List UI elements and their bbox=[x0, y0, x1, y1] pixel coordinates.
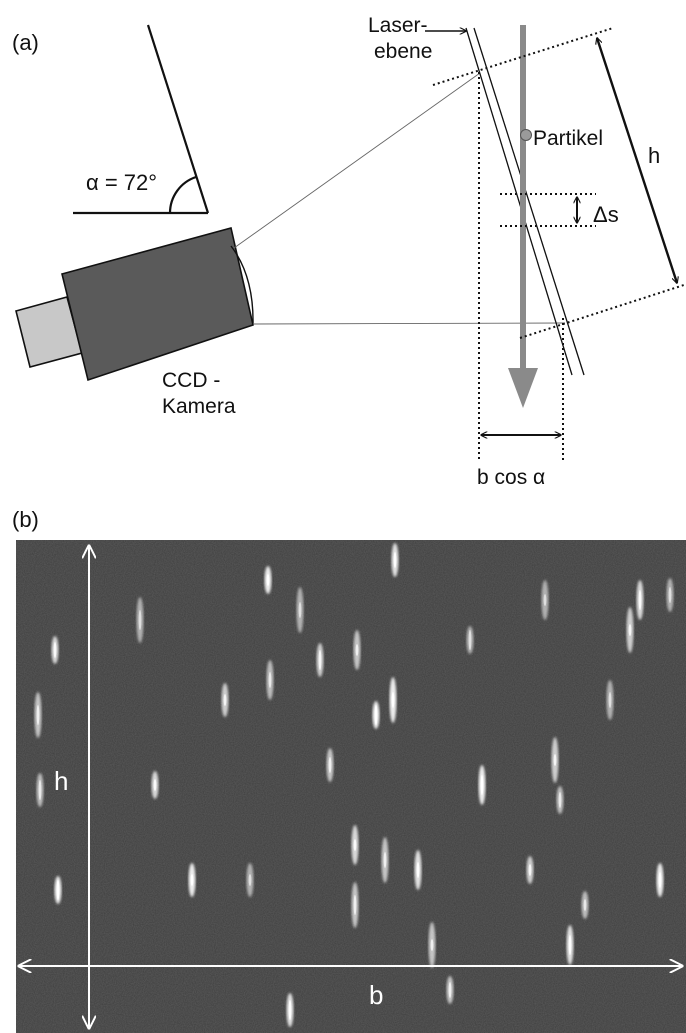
panel-a: (a) α = 72° CCD - Kamera Laser- ebene bbox=[12, 14, 685, 489]
particle-streak-core bbox=[668, 587, 672, 603]
particle-streak-core bbox=[138, 610, 142, 630]
particle-streak-core bbox=[318, 650, 322, 670]
camera-label-line2: Kamera bbox=[162, 395, 236, 418]
camera-lens bbox=[230, 245, 254, 326]
particle-streak-core bbox=[355, 644, 359, 656]
particle-streak-core bbox=[298, 602, 302, 618]
laser-label-line1: Laser- bbox=[368, 14, 428, 37]
laser-plane: Laser- ebene bbox=[368, 14, 585, 376]
particle-streak-core bbox=[383, 852, 387, 868]
particle-streak-core bbox=[56, 880, 60, 900]
particle-dot bbox=[520, 129, 532, 141]
particle-streak-core bbox=[528, 864, 532, 876]
particle-streak-core bbox=[480, 775, 484, 795]
particle-streak-core bbox=[543, 594, 547, 606]
sight-line-top bbox=[233, 72, 481, 249]
particle-streak-core bbox=[353, 839, 357, 851]
particle-streak-core bbox=[583, 899, 587, 911]
height-label: h bbox=[648, 143, 660, 168]
particle-photo: h b bbox=[16, 540, 686, 1033]
photo-height-label: h bbox=[54, 766, 68, 796]
height-arrow bbox=[597, 38, 677, 283]
particle-streak-core bbox=[558, 792, 562, 808]
camera-label-line1: CCD - bbox=[162, 369, 220, 392]
particle-streak-core bbox=[416, 862, 420, 878]
particle-streak-core bbox=[448, 982, 452, 998]
particle-streak-core bbox=[36, 705, 40, 725]
particle-streak-core bbox=[190, 874, 194, 886]
particle-streak-core bbox=[328, 757, 332, 773]
particle-label: Partikel bbox=[533, 127, 603, 150]
particle-streak-core bbox=[393, 552, 397, 568]
panel-b: (b) h b bbox=[12, 507, 686, 1033]
particle-streak-core bbox=[391, 692, 395, 708]
particle-streak-core bbox=[608, 692, 612, 708]
particle-streak-core bbox=[153, 779, 157, 791]
panel-a-label: (a) bbox=[12, 30, 39, 55]
ccd-camera: CCD - Kamera bbox=[15, 227, 254, 418]
sight-line-bottom bbox=[252, 322, 566, 325]
photo-width-label: b bbox=[369, 980, 383, 1010]
particle-streak-core bbox=[638, 590, 642, 610]
particle-streak-core bbox=[468, 630, 472, 650]
particle-streak-core bbox=[353, 895, 357, 915]
flow-arrow bbox=[508, 25, 538, 408]
camera-body bbox=[61, 227, 254, 382]
particle-streaks bbox=[34, 543, 674, 1027]
particle-streak-core bbox=[374, 705, 378, 725]
particle-streak-core bbox=[268, 672, 272, 688]
delta-s-label: Δs bbox=[593, 202, 619, 227]
particle-streak-core bbox=[266, 574, 270, 586]
particle-streak-core bbox=[248, 874, 252, 886]
particle-streak-core bbox=[628, 624, 632, 636]
particle-streak-core bbox=[553, 754, 557, 766]
panel-b-label: (b) bbox=[12, 507, 39, 532]
particle-streak-core bbox=[53, 642, 57, 658]
particle-streak-core bbox=[568, 935, 572, 955]
measurement-guides bbox=[432, 27, 685, 462]
laser-label-line2: ebene bbox=[374, 40, 432, 63]
particle-streak-core bbox=[658, 872, 662, 888]
particle-streak-core bbox=[223, 694, 227, 706]
particle-streak-core bbox=[430, 939, 434, 951]
angle-label: α = 72° bbox=[86, 170, 157, 195]
particle-streak-core bbox=[288, 1000, 292, 1020]
particle-streak-core bbox=[38, 780, 42, 800]
angle-diagram: α = 72° bbox=[73, 24, 210, 215]
width-label: b cos α bbox=[477, 466, 545, 489]
